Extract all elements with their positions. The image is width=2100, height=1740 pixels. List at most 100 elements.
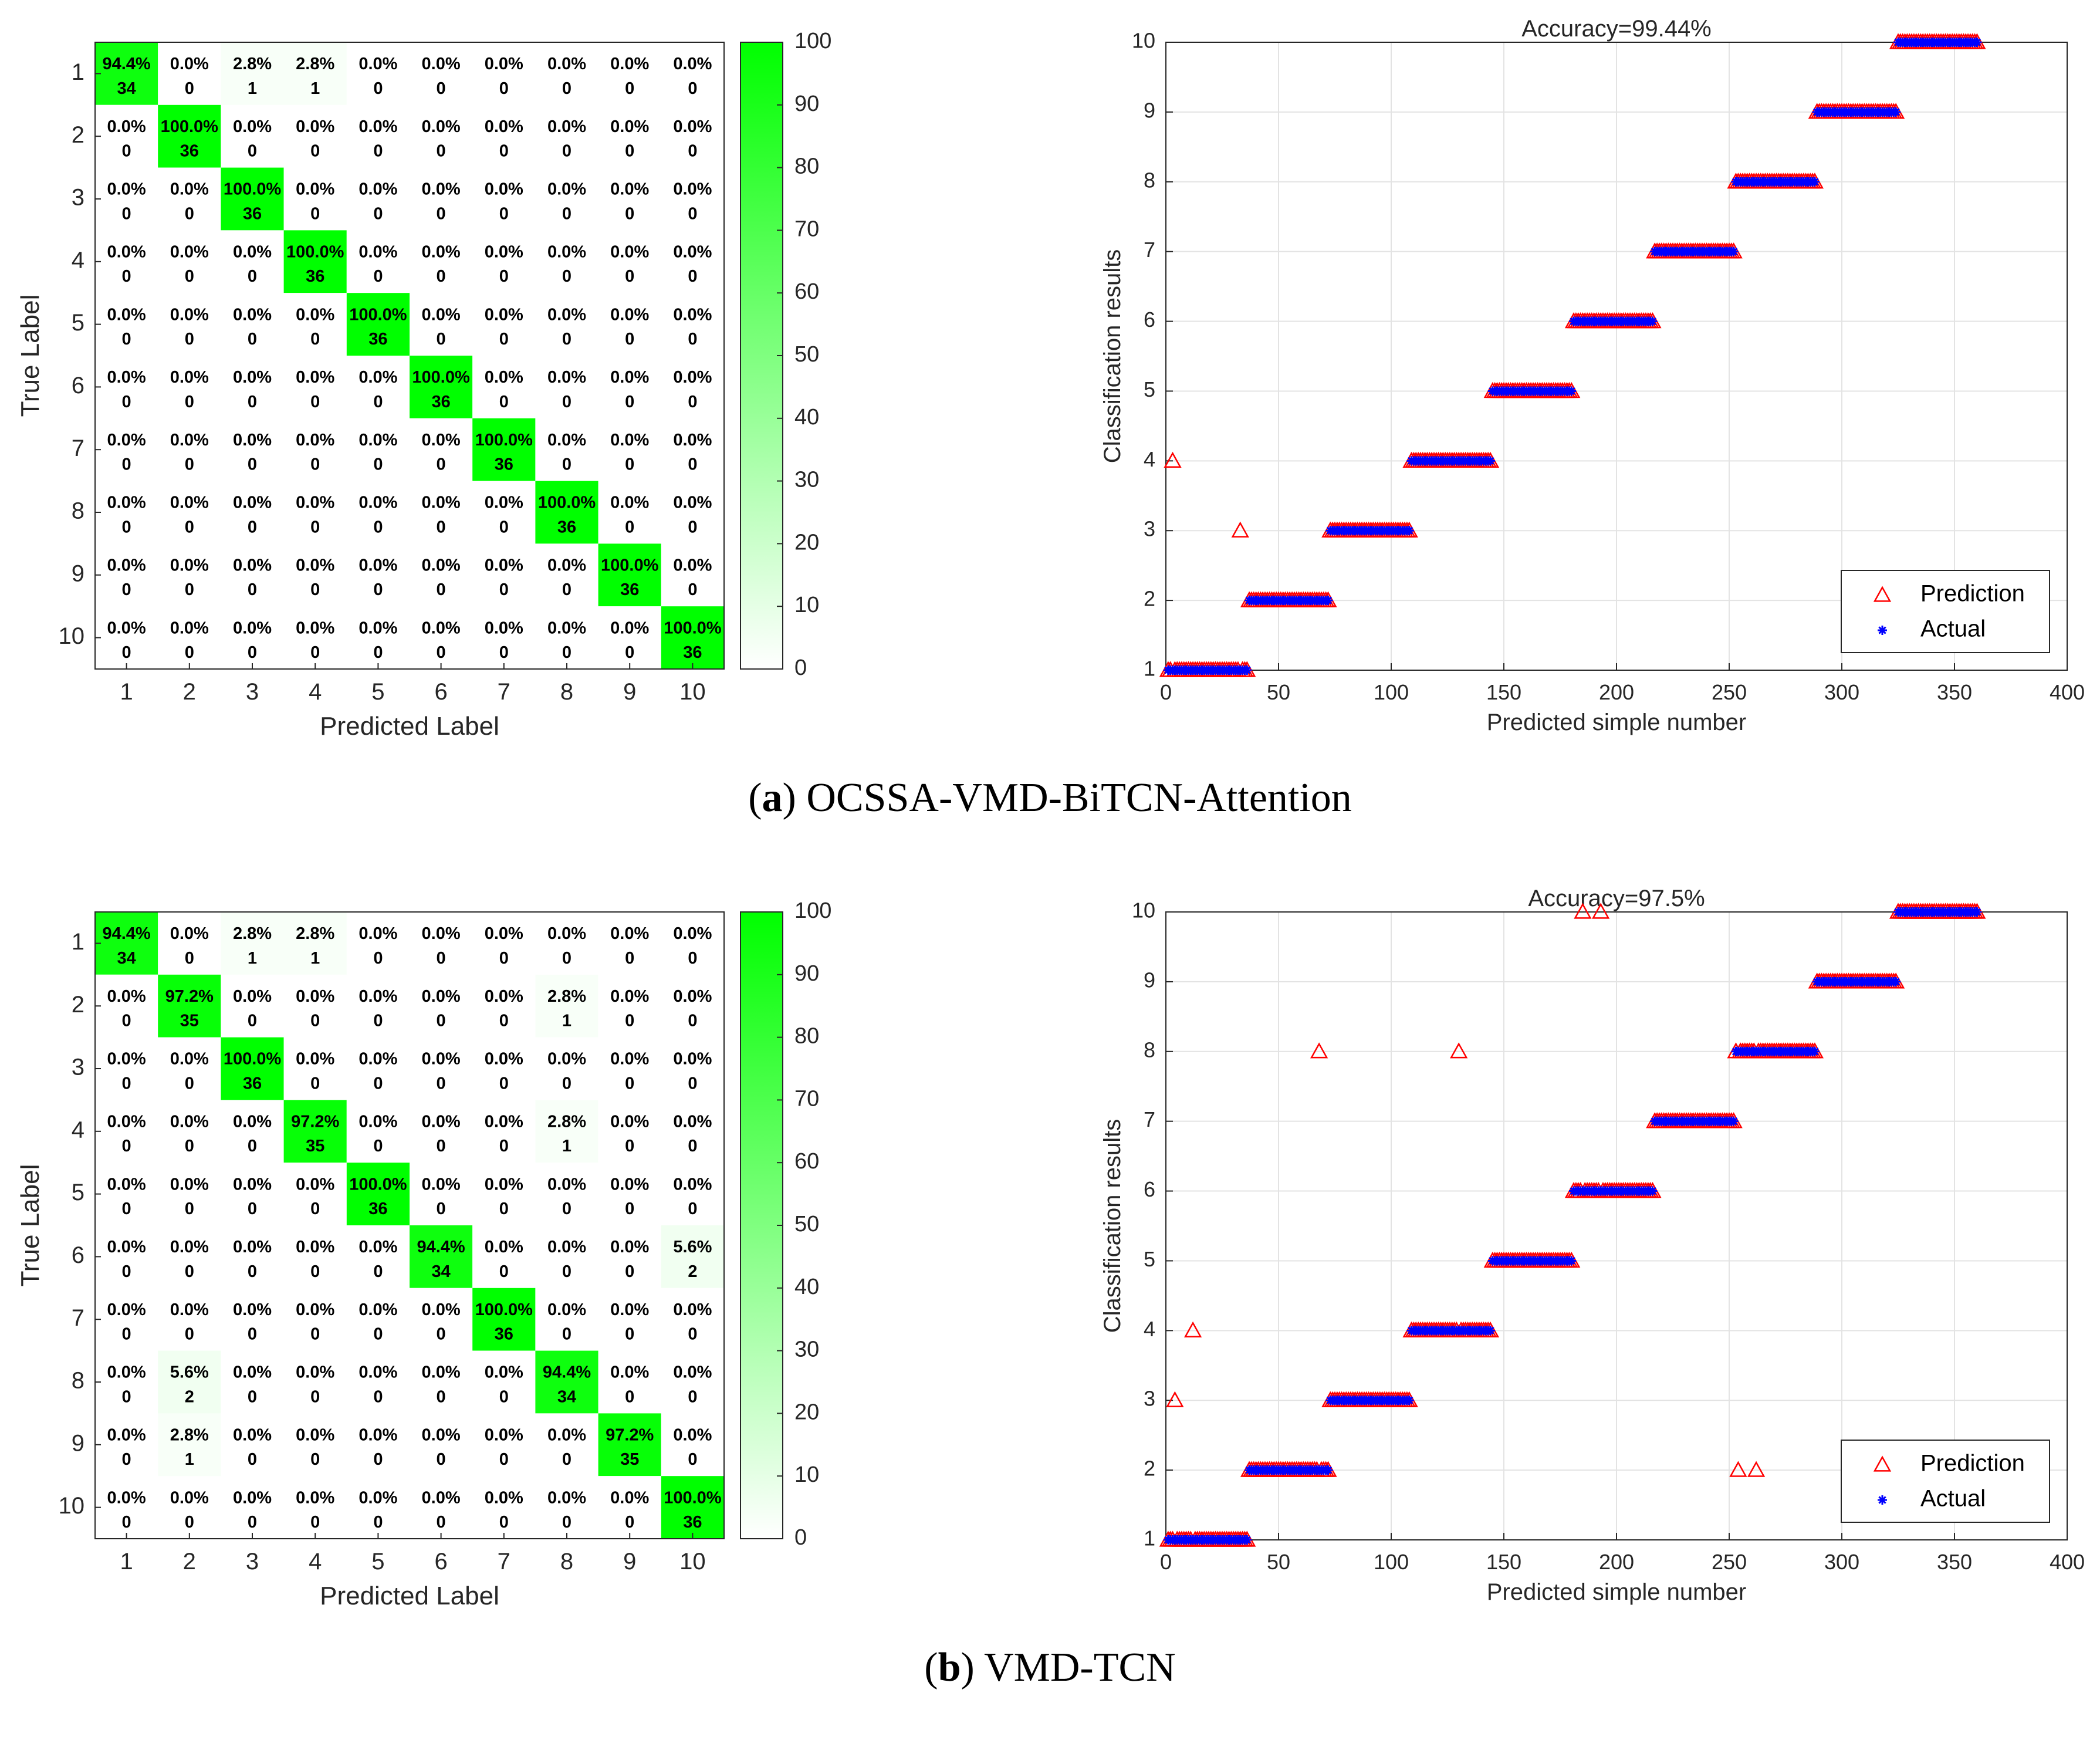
cm-cell-percent: 0.0% [610, 1238, 649, 1256]
cm-x-axis-label: Predicted Label [320, 1582, 499, 1610]
cm-cell-count: 1 [248, 949, 257, 968]
cm-cell [95, 1037, 158, 1100]
cm-cell-count: 0 [248, 455, 257, 474]
cm-cell-count: 0 [122, 518, 131, 536]
cm-y-tick-label: 10 [59, 1493, 85, 1519]
cm-cell-count: 0 [562, 267, 572, 286]
cm-cell [661, 1100, 724, 1163]
cm-x-tick-label: 7 [498, 679, 510, 705]
cm-cell [95, 606, 158, 669]
cm-cell-percent: 94.4% [102, 55, 150, 73]
cm-cell-count: 0 [562, 330, 572, 349]
cm-frame [94, 42, 725, 670]
cm-cell [283, 1163, 347, 1225]
x-tick-label: 250 [1712, 680, 1747, 704]
cm-cell-count: 0 [688, 1450, 697, 1469]
cm-cell-percent: 0.0% [359, 619, 397, 637]
cm-x-tick-label: 3 [246, 679, 259, 705]
cm-cell-percent: 0.0% [107, 619, 146, 637]
cm-cell-percent: 0.0% [107, 368, 146, 387]
cm-cell-count: 0 [625, 1012, 634, 1031]
cm-cell [346, 104, 410, 168]
actual-point [1567, 386, 1577, 396]
cm-cell-percent: 0.0% [359, 55, 397, 73]
cm-cell-count: 0 [122, 1513, 131, 1532]
cm-cell [158, 1037, 221, 1100]
cm-cell-count: 0 [499, 393, 509, 411]
cm-cell-percent: 0.0% [296, 987, 334, 1006]
colorbar [740, 911, 783, 1539]
cm-cell-count: 0 [625, 455, 634, 474]
cm-cell-percent: 0.0% [170, 556, 209, 575]
cm-cell-percent: 0.0% [673, 117, 712, 136]
cm-cell [472, 974, 536, 1038]
cm-cell-count: 0 [688, 79, 697, 98]
cm-x-tick-label: 8 [560, 1549, 573, 1575]
colorbar-tick-label: 80 [794, 154, 819, 179]
cm-cell-percent: 0.0% [296, 305, 334, 324]
cm-cell-percent: 100.0% [224, 180, 282, 199]
cm-cell-count: 0 [499, 1513, 509, 1532]
cm-cell [158, 1100, 221, 1163]
cm-cell-percent: 100.0% [349, 305, 407, 324]
cm-cell [283, 230, 347, 293]
cm-cell-percent: 0.0% [170, 431, 209, 450]
cm-cell-percent: 0.0% [359, 556, 397, 575]
cm-cell-count: 0 [373, 580, 383, 599]
cm-cell-percent: 0.0% [359, 494, 397, 512]
cm-cell-percent: 0.0% [485, 1238, 523, 1256]
colorbar [740, 42, 783, 670]
cm-cell-percent: 0.0% [359, 1426, 397, 1445]
actual-point [1648, 316, 1658, 326]
actual-point [1729, 1116, 1739, 1126]
cm-cell-count: 0 [688, 1012, 697, 1031]
cm-cell [472, 418, 536, 481]
x-tick-label: 250 [1712, 1550, 1747, 1574]
y-tick-label: 7 [1144, 238, 1155, 262]
actual-point [1891, 977, 1901, 986]
actual-point [1323, 596, 1333, 606]
cm-cell [221, 1413, 284, 1477]
cm-cell [346, 356, 410, 418]
cm-x-tick-label: 8 [560, 679, 573, 705]
cm-cell [283, 104, 347, 168]
cm-cell-percent: 0.0% [422, 431, 461, 450]
cm-x-tick-label: 4 [309, 1549, 322, 1575]
cm-cell [95, 356, 158, 418]
cm-cell-count: 0 [122, 393, 131, 411]
cm-cell [598, 1100, 661, 1163]
cm-cell-count: 1 [562, 1012, 572, 1031]
cm-y-tick-label: 8 [72, 498, 84, 524]
cm-cell-count: 0 [499, 204, 509, 223]
caption-letter: a [762, 775, 783, 820]
cm-cell-percent: 0.0% [547, 180, 586, 199]
y-tick-label: 1 [1144, 657, 1155, 681]
cm-cell-percent: 0.0% [547, 556, 586, 575]
cm-cell-count: 0 [499, 142, 509, 161]
cm-cell-percent: 0.0% [296, 1363, 334, 1382]
caption-b: (b) VMD-TCN [924, 1645, 1176, 1690]
cm-cell [535, 1350, 598, 1414]
y-tick-label: 7 [1144, 1107, 1155, 1131]
cm-cell-percent: 0.0% [359, 117, 397, 136]
cm-cell-count: 0 [122, 1074, 131, 1093]
cm-cell-percent: 0.0% [359, 1300, 397, 1319]
cm-cell [283, 1037, 347, 1100]
cm-cell [95, 543, 158, 607]
cm-cell-percent: 0.0% [485, 987, 523, 1006]
cm-cell [221, 974, 284, 1038]
cm-cell [410, 1413, 473, 1477]
cm-cell-percent: 0.0% [610, 305, 649, 324]
legend-prediction-marker [1873, 1455, 1892, 1472]
scatter-plot-a: 0 50 100 150 200 250 300 350 400 1 2 3 4 5 6 7 8 9 10 Predi… [1100, 16, 2085, 735]
cm-cell-percent: 0.0% [233, 1426, 272, 1445]
cm-y-tick-label: 6 [72, 1242, 84, 1268]
cm-cell-count: 0 [310, 204, 320, 223]
cm-cell-count: 0 [248, 518, 257, 536]
cm-cell-percent: 0.0% [610, 55, 649, 73]
prediction-point [1729, 1461, 1747, 1477]
cm-cell [158, 1350, 221, 1414]
cm-cell-percent: 0.0% [547, 368, 586, 387]
legend-prediction-label: Prediction [1920, 581, 2025, 607]
cm-cell [158, 293, 221, 356]
